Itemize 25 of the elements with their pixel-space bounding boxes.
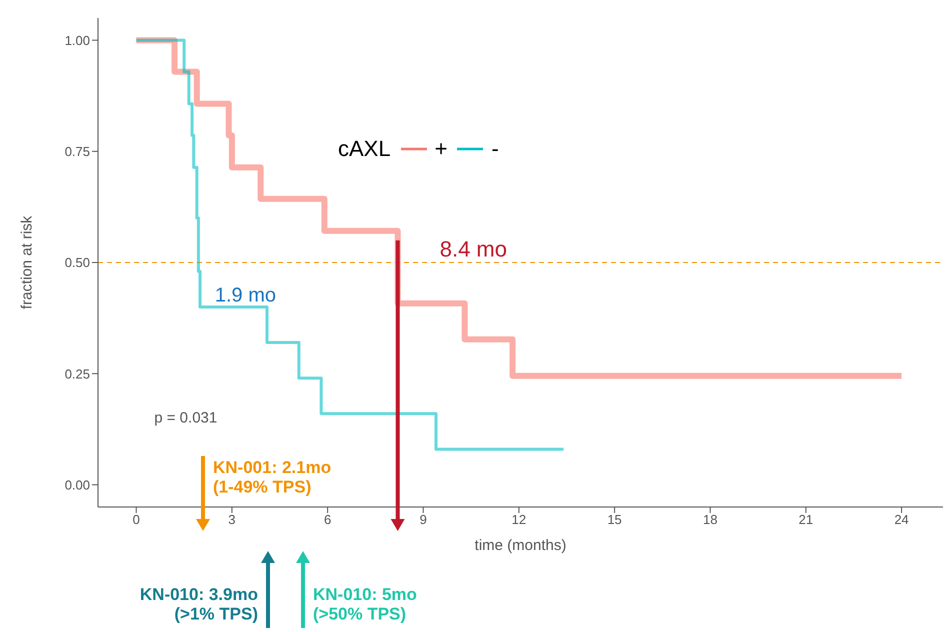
y-tick-label: 0.75 [64, 144, 90, 159]
x-tick-label: 3 [228, 512, 236, 528]
annotation: KN-001: 2.1mo (1-49% TPS) [213, 458, 332, 497]
x-tick-label: 24 [894, 512, 909, 528]
x-tick-label: 12 [512, 512, 526, 528]
x-tick-label: 6 [324, 512, 332, 528]
y-axis-title: fraction at risk [18, 215, 36, 310]
text: KN-010: 3.9mo (>1% TPS) [140, 585, 258, 624]
annotation: p = 0.031 [154, 410, 218, 427]
y-tick-label: 0.25 [64, 366, 90, 382]
y-tick-label: 0.00 [64, 477, 90, 492]
annotation: 8.4 mo [440, 236, 507, 262]
annotation: 1.9 mo [214, 284, 276, 306]
legend-label: + [434, 136, 448, 162]
x-tick-label: 9 [420, 512, 427, 528]
x-axis-title: time (months) [474, 537, 566, 554]
legend-label: - [491, 136, 499, 162]
x-tick-label: 15 [607, 512, 622, 528]
text: KN-010: 5mo (>50% TPS) [313, 585, 417, 624]
y-tick-label: 1.00 [64, 32, 90, 48]
y-tick-label: 0.50 [64, 255, 90, 270]
x-tick-label: 18 [702, 512, 718, 528]
legend-title: cAXL [338, 136, 391, 162]
x-tick-label: 0 [132, 512, 140, 528]
x-tick-label: 21 [798, 512, 814, 528]
